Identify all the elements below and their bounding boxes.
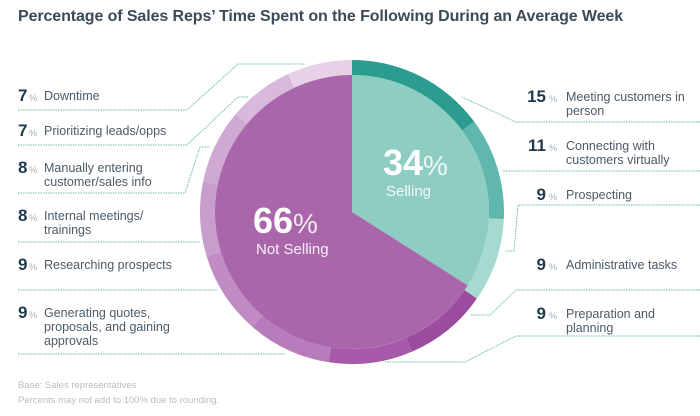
leader-line	[385, 335, 700, 363]
segment-label: Manually entering customer/sales info	[44, 161, 152, 189]
segment-value: 9	[536, 185, 546, 204]
segment-label: Prospecting	[566, 188, 633, 202]
leader-line	[470, 289, 700, 316]
leader-line	[505, 204, 700, 252]
ring-slice-6	[252, 315, 331, 363]
footnote-rounding: Percents may not add to 100% due to roun…	[18, 395, 220, 406]
segment-value: 9	[536, 255, 546, 274]
ring-slice-2	[462, 121, 505, 220]
segment-value: 9	[18, 255, 28, 274]
ring-slice-7	[206, 251, 263, 327]
chart-title: Percentage of Sales Reps’ Time Spent on …	[18, 8, 623, 25]
percent-sign: %	[29, 128, 38, 138]
segment-value: 15	[527, 87, 546, 106]
segment-value: 9	[18, 303, 28, 322]
percent-sign: %	[29, 165, 38, 175]
ring-slice-11	[287, 60, 352, 88]
percent-sign: %	[549, 311, 558, 321]
segment-value: 7	[18, 121, 28, 140]
leader-line	[461, 96, 700, 123]
segment-label: Prioritizing leads/opps	[44, 124, 167, 138]
percent-sign: %	[549, 94, 558, 104]
segment-label: Generating quotes, proposals, and gainin…	[44, 306, 170, 348]
percent-sign: %	[549, 192, 558, 202]
ring-slice-3	[464, 218, 504, 299]
segment-value: 9	[536, 304, 546, 323]
inner-slice-selling	[352, 75, 489, 286]
ring-slice-8	[199, 181, 221, 257]
percent-sign: %	[549, 262, 558, 272]
segment-label: Connecting with customers virtually	[566, 139, 670, 167]
segment-value: 11	[528, 136, 546, 155]
percent-sign: %	[29, 213, 38, 223]
percent-sign: %	[549, 143, 558, 153]
leader-line	[18, 146, 210, 194]
ring-slice-9	[203, 114, 248, 185]
ring-slice-10	[235, 74, 295, 124]
segment-label: Researching prospects	[44, 258, 172, 272]
segment-label: Meeting customers in person	[566, 90, 685, 118]
segment-label: Preparation and planning	[566, 307, 655, 335]
selling-percent: 34%	[383, 142, 448, 183]
leader-line	[18, 63, 305, 111]
segment-label: Downtime	[44, 89, 100, 103]
segment-value: 7	[18, 86, 28, 105]
ring-slice-5	[328, 337, 412, 364]
not-selling-label: Not Selling	[256, 241, 329, 258]
percent-sign: %	[29, 310, 38, 320]
ring-slice-1	[352, 60, 475, 131]
footnote-base: Base: Sales representatives	[18, 380, 137, 391]
segment-label: Administrative tasks	[566, 258, 678, 272]
ring-slice-4	[405, 290, 477, 352]
not-selling-percent: 66%	[253, 200, 318, 241]
segment-value: 8	[18, 158, 28, 177]
inner-slice-not-selling	[214, 75, 468, 349]
selling-label: Selling	[386, 183, 432, 200]
segment-value: 8	[18, 206, 28, 225]
percent-sign: %	[29, 93, 38, 103]
percent-sign: %	[29, 262, 38, 272]
segment-label: Internal meetings/ trainings	[44, 209, 144, 237]
